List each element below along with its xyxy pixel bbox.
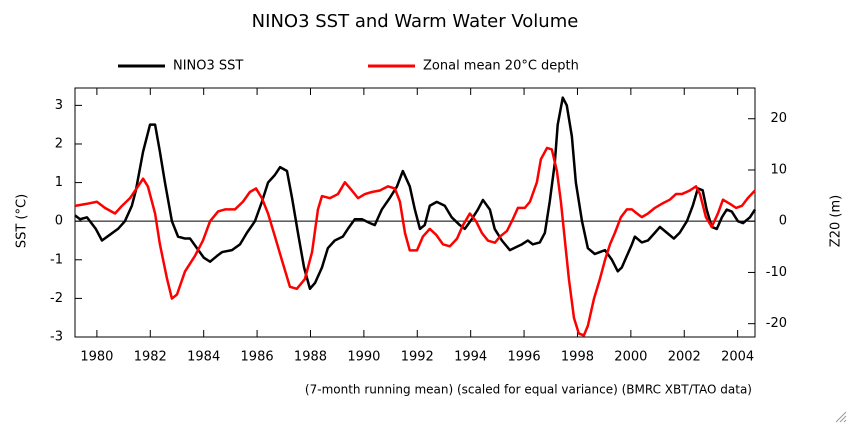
plot-frame bbox=[74, 87, 756, 338]
y-tick-label: -3 bbox=[50, 330, 63, 345]
y2-tick-label: 0 bbox=[779, 214, 787, 229]
x-tick-label: 1988 bbox=[294, 350, 327, 365]
y2-tick-label: -10 bbox=[766, 265, 787, 280]
y2-tick-label: 10 bbox=[770, 162, 787, 177]
x-tick-label: 2000 bbox=[614, 350, 647, 365]
legend-label: NINO3 SST bbox=[173, 59, 243, 74]
series-line bbox=[74, 146, 756, 337]
y-tick-label: 1 bbox=[55, 175, 63, 190]
y-tick-label: 3 bbox=[55, 98, 63, 113]
footnote: (7-month running mean) (scaled for equal… bbox=[305, 383, 752, 397]
x-tick-label: 1984 bbox=[187, 350, 220, 365]
x-tick-label: 1992 bbox=[401, 350, 434, 365]
legend-label: Zonal mean 20°C depth bbox=[423, 59, 579, 74]
x-tick-label: 1982 bbox=[134, 350, 167, 365]
chart-title: NINO3 SST and Warm Water Volume bbox=[252, 11, 579, 32]
y-tick-label: -2 bbox=[50, 291, 63, 306]
x-tick-label: 1986 bbox=[241, 350, 274, 365]
resize-grip bbox=[835, 411, 847, 423]
y-tick-label: 0 bbox=[55, 214, 63, 229]
y2-tick-label: 20 bbox=[770, 111, 787, 126]
x-tick-label: 2004 bbox=[721, 350, 754, 365]
x-tick-label: 1980 bbox=[80, 350, 113, 365]
y-tick-label: -1 bbox=[50, 252, 63, 267]
series-line bbox=[74, 96, 757, 290]
y2-axis-label: Z20 (m) bbox=[829, 195, 844, 247]
x-tick-label: 1994 bbox=[454, 350, 487, 365]
x-tick-label: 2002 bbox=[668, 350, 701, 365]
y-axis-label: SST (°C) bbox=[15, 194, 30, 248]
x-tick-label: 1990 bbox=[347, 350, 380, 365]
x-tick-label: 1998 bbox=[561, 350, 594, 365]
x-tick-label: 1996 bbox=[508, 350, 541, 365]
y-tick-label: 2 bbox=[55, 136, 63, 151]
y2-tick-label: -20 bbox=[766, 316, 787, 331]
